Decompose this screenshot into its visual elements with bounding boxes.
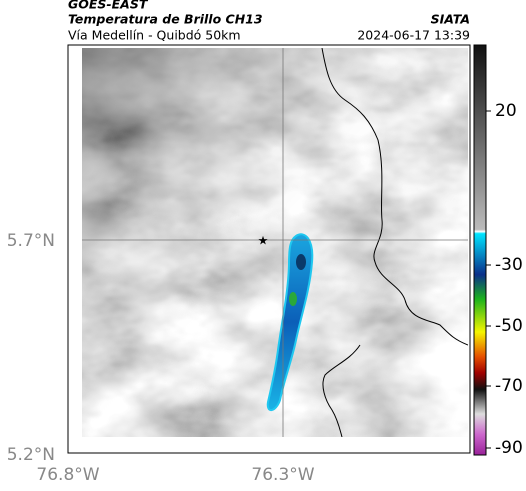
location: Vía Medellín - Quibdó 50km — [68, 28, 241, 43]
axis-labels: 5.7°N 5.2°N76.8°W 76.3°W — [7, 231, 315, 485]
cell-core — [289, 292, 297, 306]
satellite-title: GOES-EAST — [68, 0, 149, 12]
product-title: Temperatura de Brillo CH13 — [68, 12, 263, 27]
border-line — [321, 48, 468, 346]
colorbar-tick-label: 20 — [495, 101, 517, 121]
colorbar-tick-label: -50 — [495, 316, 523, 336]
lat-label: 5.7°N — [7, 231, 55, 251]
border-line — [322, 344, 361, 437]
colorbar-tick-label: -70 — [495, 376, 523, 396]
lon-label: 76.8°W — [36, 465, 99, 485]
satellite-image: ★ — [82, 48, 468, 437]
agency: SIATA — [431, 12, 470, 27]
colorbar — [473, 44, 487, 456]
colorbar-tick-label: -90 — [495, 438, 523, 458]
lon-label: 76.3°W — [251, 465, 314, 485]
cell-core — [296, 254, 306, 270]
convective-cell — [266, 233, 314, 411]
datetime: 2024-06-17 13:39 — [357, 28, 470, 43]
location-marker: ★ — [258, 234, 269, 248]
lat-label: 5.2°N — [7, 445, 55, 465]
colorbar-ticks: 20 -30 -50 -70 -90 — [486, 101, 523, 458]
colorbar-tick-label: -30 — [495, 255, 523, 275]
map-frame — [67, 44, 471, 454]
